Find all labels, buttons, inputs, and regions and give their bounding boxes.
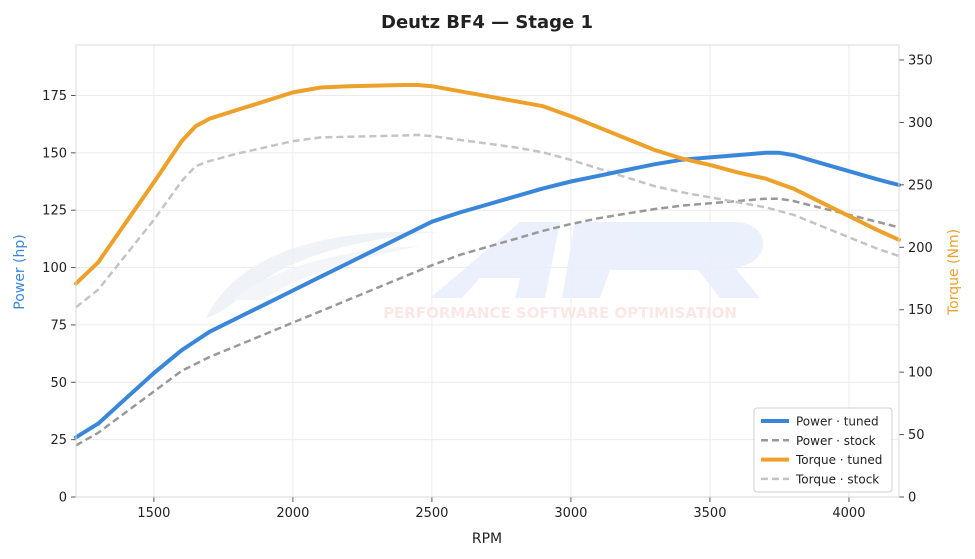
legend-label: Torque · stock xyxy=(795,472,879,486)
y-left-tick-label: 150 xyxy=(42,146,67,161)
y-right-tick-label: 150 xyxy=(908,303,933,318)
chart-title: Deutz BF4 — Stage 1 xyxy=(381,12,593,33)
legend: Power · tuned Power · stock Torque · tuned… xyxy=(753,407,893,493)
y-right-tick-label: 300 xyxy=(908,116,933,131)
watermark-swoosh-inner xyxy=(232,246,420,300)
legend-box xyxy=(753,407,893,493)
x-tick-label: 3000 xyxy=(554,506,587,521)
legend-label: Power · stock xyxy=(796,434,876,448)
watermark-swoosh xyxy=(206,231,440,318)
x-tick-label: 3500 xyxy=(693,506,726,521)
watermark: PERFORMANCE SOFTWARE OPTIMISATION xyxy=(206,222,764,322)
plot-frame xyxy=(75,44,900,498)
x-tick-label: 1500 xyxy=(137,506,170,521)
y-right-tick-label: 50 xyxy=(908,428,925,443)
watermark-logo-r xyxy=(562,222,764,298)
watermark-logo-a xyxy=(430,222,560,298)
series-line-torque-tuned xyxy=(74,83,901,286)
y-left-tick-label: 75 xyxy=(50,318,67,333)
series-line-power-tuned xyxy=(74,150,901,440)
y-right-tick-label: 250 xyxy=(908,178,933,193)
y-left-tick-label: 0 xyxy=(59,491,67,506)
y-right-tick-label: 200 xyxy=(908,241,933,256)
legend-label: Torque · tuned xyxy=(795,453,882,467)
y-left-tick-label: 125 xyxy=(42,204,67,219)
y-right-tick-label: 350 xyxy=(908,53,933,68)
y-axis-right-label: Torque (Nm) xyxy=(946,229,962,316)
y-axis-left-label: Power (hp) xyxy=(12,234,28,309)
x-tick-label: 2000 xyxy=(276,506,309,521)
y-left-tick-label: 100 xyxy=(42,261,67,276)
series-group xyxy=(74,83,901,447)
axes: 1500 2000 2500 3000 3500 40000255075100125150… xyxy=(42,44,933,521)
x-axis-label: RPM xyxy=(472,531,502,547)
watermark-text: PERFORMANCE SOFTWARE OPTIMISATION xyxy=(383,304,737,322)
y-right-tick-label: 100 xyxy=(908,366,933,381)
y-left-tick-label: 175 xyxy=(42,89,67,104)
x-tick-label: 2500 xyxy=(415,506,448,521)
y-left-tick-label: 25 xyxy=(50,433,67,448)
x-tick-label: 4000 xyxy=(832,506,865,521)
series-line-power-stock xyxy=(75,197,900,447)
y-left-tick-label: 50 xyxy=(50,376,67,391)
series-line-torque-stock xyxy=(75,133,900,309)
legend-label: Power · tuned xyxy=(796,415,879,429)
y-right-tick-label: 0 xyxy=(908,491,916,506)
